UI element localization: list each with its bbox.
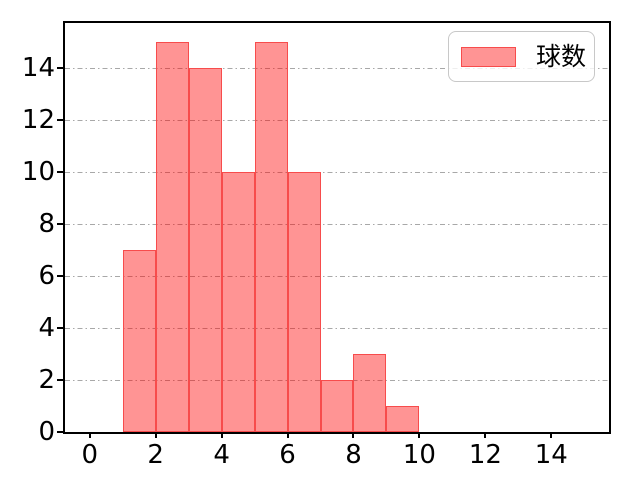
histogram-bar [386,406,420,432]
y-tick-label: 4 [38,313,55,344]
gridline [65,275,609,277]
plot-area [65,23,609,432]
y-tick-label: 8 [38,209,55,240]
x-tick [418,432,421,438]
x-tick [88,432,91,438]
y-tick [57,431,63,433]
y-tick [57,379,63,382]
y-tick [57,223,63,226]
x-tick [286,432,289,438]
x-tick [550,432,553,438]
gridline [65,223,609,225]
x-tick [352,432,355,438]
x-tick-label: 10 [402,440,436,470]
y-tick [57,275,63,278]
legend: 球数 [448,31,595,82]
x-tick-label: 2 [147,440,164,470]
y-tick-label: 0 [38,417,55,447]
histogram-bar [287,172,321,432]
histogram-bar [221,172,255,432]
y-tick [57,67,63,70]
y-tick [57,171,63,174]
histogram-bar [254,42,288,432]
histogram-bar [353,354,387,432]
legend-swatch [461,46,516,67]
y-tick [57,327,63,330]
y-tick-label: 10 [21,157,55,188]
y-tick-label: 14 [21,53,55,84]
x-tick-label: 6 [279,440,296,470]
x-tick-label: 4 [213,440,230,470]
x-tick-label: 12 [468,440,502,470]
legend-label: 球数 [536,42,587,71]
histogram-bar [320,380,354,432]
x-tick-label: 8 [345,440,362,470]
y-tick-label: 6 [38,261,55,292]
x-tick-label: 0 [81,440,98,470]
gridline [65,67,609,69]
gridline [65,119,609,121]
x-tick [154,432,157,438]
gridline [65,171,609,173]
y-tick-label: 12 [21,105,55,136]
histogram-bar [155,42,189,432]
y-tick [57,119,63,122]
x-tick [484,432,487,438]
gridline [65,327,609,329]
x-tick-label: 14 [534,440,568,470]
histogram-bar [188,68,222,432]
histogram-bar [122,250,156,432]
x-tick [220,432,223,438]
y-tick-label: 2 [38,365,55,396]
